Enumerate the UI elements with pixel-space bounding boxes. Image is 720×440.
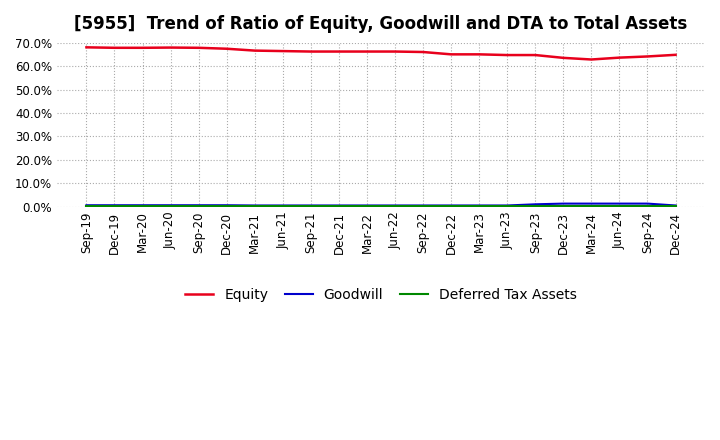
Goodwill	[138, 202, 147, 208]
Equity	[307, 49, 315, 54]
Equity	[587, 57, 595, 62]
Equity	[531, 52, 539, 58]
Goodwill	[559, 201, 567, 206]
Deferred Tax Assets	[335, 203, 343, 209]
Deferred Tax Assets	[671, 203, 680, 209]
Deferred Tax Assets	[363, 203, 372, 209]
Goodwill	[279, 203, 287, 208]
Equity	[643, 54, 652, 59]
Equity	[138, 45, 147, 51]
Equity	[251, 48, 259, 53]
Equity	[222, 46, 231, 51]
Equity	[559, 55, 567, 61]
Deferred Tax Assets	[110, 203, 119, 209]
Goodwill	[447, 203, 456, 208]
Goodwill	[82, 202, 91, 208]
Goodwill	[391, 203, 400, 208]
Goodwill	[335, 203, 343, 208]
Goodwill	[475, 203, 484, 208]
Equity	[671, 52, 680, 58]
Deferred Tax Assets	[194, 203, 203, 209]
Deferred Tax Assets	[475, 203, 484, 209]
Equity	[82, 45, 91, 50]
Deferred Tax Assets	[643, 203, 652, 209]
Deferred Tax Assets	[166, 203, 175, 209]
Deferred Tax Assets	[419, 203, 428, 209]
Deferred Tax Assets	[587, 203, 595, 209]
Deferred Tax Assets	[559, 203, 567, 209]
Legend: Equity, Goodwill, Deferred Tax Assets: Equity, Goodwill, Deferred Tax Assets	[180, 282, 582, 308]
Equity	[110, 45, 119, 51]
Deferred Tax Assets	[531, 203, 539, 209]
Line: Equity: Equity	[86, 48, 675, 59]
Line: Goodwill: Goodwill	[86, 204, 675, 205]
Deferred Tax Assets	[447, 203, 456, 209]
Deferred Tax Assets	[82, 203, 91, 209]
Equity	[503, 52, 511, 58]
Goodwill	[194, 202, 203, 208]
Deferred Tax Assets	[307, 203, 315, 209]
Equity	[279, 48, 287, 54]
Equity	[363, 49, 372, 54]
Goodwill	[615, 201, 624, 206]
Title: [5955]  Trend of Ratio of Equity, Goodwill and DTA to Total Assets: [5955] Trend of Ratio of Equity, Goodwil…	[74, 15, 688, 33]
Goodwill	[251, 203, 259, 208]
Goodwill	[363, 203, 372, 208]
Goodwill	[587, 201, 595, 206]
Equity	[391, 49, 400, 54]
Goodwill	[307, 203, 315, 208]
Equity	[475, 52, 484, 57]
Equity	[194, 45, 203, 51]
Goodwill	[222, 202, 231, 208]
Goodwill	[503, 203, 511, 208]
Equity	[335, 49, 343, 54]
Goodwill	[531, 202, 539, 207]
Equity	[166, 45, 175, 50]
Goodwill	[166, 202, 175, 208]
Goodwill	[643, 201, 652, 206]
Equity	[615, 55, 624, 60]
Deferred Tax Assets	[279, 203, 287, 209]
Deferred Tax Assets	[503, 203, 511, 209]
Deferred Tax Assets	[391, 203, 400, 209]
Deferred Tax Assets	[138, 203, 147, 209]
Deferred Tax Assets	[222, 203, 231, 209]
Goodwill	[671, 203, 680, 208]
Goodwill	[110, 202, 119, 208]
Goodwill	[419, 203, 428, 208]
Equity	[447, 52, 456, 57]
Deferred Tax Assets	[251, 203, 259, 209]
Equity	[419, 49, 428, 55]
Deferred Tax Assets	[615, 203, 624, 209]
